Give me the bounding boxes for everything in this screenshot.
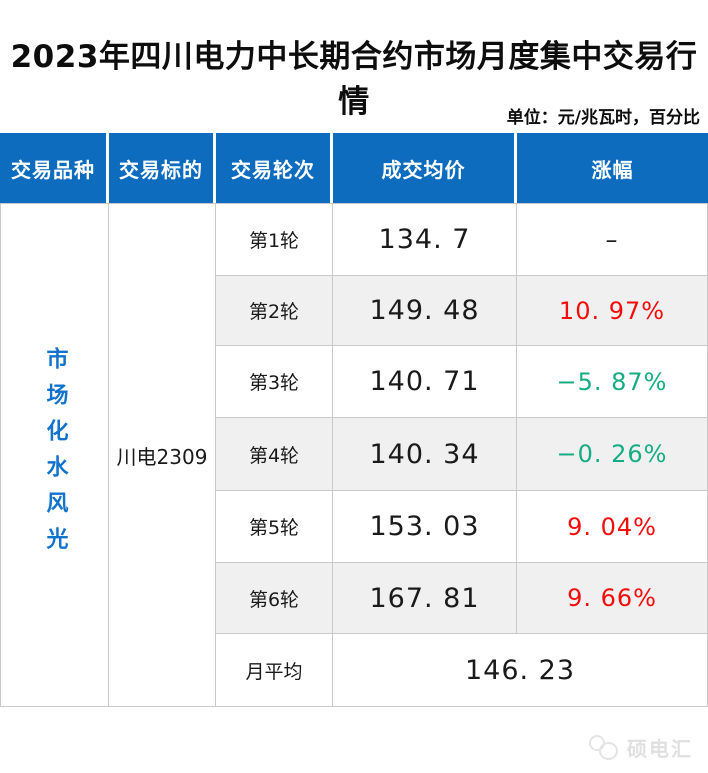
variety-cell: 市场化水风光 (1, 204, 109, 706)
header-cell-round: 交易轮次 (216, 133, 333, 203)
change-cell: −0. 26% (517, 418, 707, 491)
shuodianhui-logo-icon (589, 734, 621, 762)
header-cell-variety: 交易品种 (0, 133, 109, 203)
round-cell: 第3轮 (216, 346, 333, 418)
price-cell: 153. 03 (333, 491, 517, 563)
watermark-text: 硕电汇 (627, 737, 693, 761)
target-cell: 川电2309 (109, 204, 216, 706)
change-cell: 10. 97% (517, 276, 707, 346)
round-cell: 第1轮 (216, 204, 333, 276)
round-cell: 第6轮 (216, 563, 333, 634)
unit-note: 单位：元/兆瓦时，百分比 (506, 108, 700, 128)
price-cell: 167. 81 (333, 563, 517, 634)
change-cell: 9. 66% (517, 563, 707, 634)
table-body: 市场化水风光 川电2309 第1轮 134. 7 – 第2轮 149. 48 1… (0, 203, 708, 707)
price-cell: 149. 48 (333, 276, 517, 346)
price-cell: 140. 34 (333, 418, 517, 491)
avg-value-cell: 146. 23 (333, 634, 707, 706)
table-header-row: 交易品种 交易标的 交易轮次 成交均价 涨幅 (0, 133, 708, 203)
header-cell-price: 成交均价 (333, 133, 517, 203)
watermark: 硕电汇 (589, 733, 693, 762)
price-cell: 134. 7 (333, 204, 517, 276)
price-cell: 140. 71 (333, 346, 517, 418)
round-cell: 第2轮 (216, 276, 333, 346)
page-title: 2023年四川电力中长期合约市场月度集中交易行情 (10, 39, 698, 120)
change-cell: −5. 87% (517, 346, 707, 418)
trade-table: 交易品种 交易标的 交易轮次 成交均价 涨幅 市场化水风光 川电2309 第1轮… (0, 133, 708, 707)
change-cell: 9. 04% (517, 491, 707, 563)
header-cell-target: 交易标的 (109, 133, 216, 203)
round-cell: 第4轮 (216, 418, 333, 491)
round-cell: 第5轮 (216, 491, 333, 563)
avg-label-cell: 月平均 (216, 634, 333, 706)
change-cell: – (517, 204, 707, 276)
header-cell-change: 涨幅 (517, 133, 708, 203)
